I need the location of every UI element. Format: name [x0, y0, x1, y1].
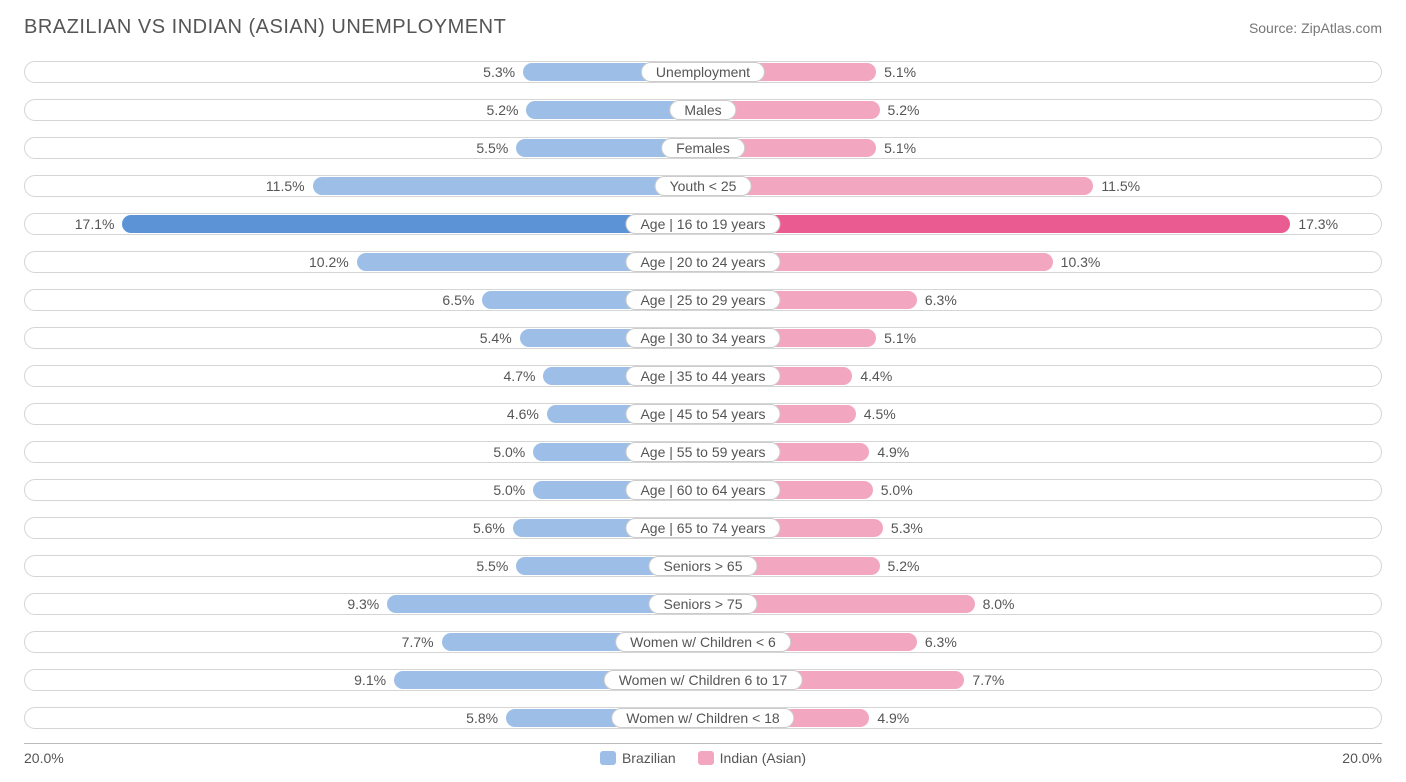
- value-left: 4.6%: [507, 406, 539, 422]
- category-label: Females: [661, 138, 745, 158]
- chart-row: 5.5% 5.1% Females: [24, 131, 1382, 165]
- value-left: 5.5%: [476, 140, 508, 156]
- category-label: Age | 35 to 44 years: [625, 366, 780, 386]
- chart-row: 5.2% 5.2% Males: [24, 93, 1382, 127]
- value-left: 9.3%: [347, 596, 379, 612]
- value-left: 4.7%: [504, 368, 536, 384]
- category-label: Age | 20 to 24 years: [625, 252, 780, 272]
- bar-right: [703, 215, 1290, 233]
- value-right: 6.3%: [925, 292, 957, 308]
- category-label: Age | 65 to 74 years: [625, 518, 780, 538]
- chart-row: 5.6% 5.3% Age | 65 to 74 years: [24, 511, 1382, 545]
- value-right: 7.7%: [972, 672, 1004, 688]
- chart-row: 11.5% 11.5% Youth < 25: [24, 169, 1382, 203]
- chart-row: 5.0% 5.0% Age | 60 to 64 years: [24, 473, 1382, 507]
- chart-row: 4.7% 4.4% Age | 35 to 44 years: [24, 359, 1382, 393]
- legend-swatch-left: [600, 751, 616, 765]
- axis-left-max: 20.0%: [24, 750, 64, 766]
- legend-item-right: Indian (Asian): [698, 750, 806, 766]
- value-right: 5.1%: [884, 140, 916, 156]
- category-label: Seniors > 65: [649, 556, 758, 576]
- value-left: 17.1%: [75, 216, 115, 232]
- value-right: 8.0%: [983, 596, 1015, 612]
- category-label: Age | 45 to 54 years: [625, 404, 780, 424]
- value-right: 17.3%: [1298, 216, 1338, 232]
- chart-axis: 20.0% Brazilian Indian (Asian) 20.0%: [24, 750, 1382, 766]
- value-left: 5.5%: [476, 558, 508, 574]
- value-left: 5.2%: [487, 102, 519, 118]
- category-label: Age | 25 to 29 years: [625, 290, 780, 310]
- value-left: 10.2%: [309, 254, 349, 270]
- chart-row: 10.2% 10.3% Age | 20 to 24 years: [24, 245, 1382, 279]
- category-label: Women w/ Children < 6: [615, 632, 791, 652]
- category-label: Unemployment: [641, 62, 765, 82]
- chart-row: 9.3% 8.0% Seniors > 75: [24, 587, 1382, 621]
- chart-legend: Brazilian Indian (Asian): [600, 750, 806, 766]
- legend-swatch-right: [698, 751, 714, 765]
- value-right: 4.9%: [877, 710, 909, 726]
- value-right: 6.3%: [925, 634, 957, 650]
- value-right: 5.1%: [884, 64, 916, 80]
- chart-title: BRAZILIAN VS INDIAN (ASIAN) UNEMPLOYMENT: [24, 16, 506, 39]
- bar-right: [703, 177, 1093, 195]
- category-label: Age | 60 to 64 years: [625, 480, 780, 500]
- value-right: 4.4%: [860, 368, 892, 384]
- value-left: 11.5%: [266, 178, 305, 194]
- value-right: 4.5%: [864, 406, 896, 422]
- legend-label-right: Indian (Asian): [720, 750, 806, 766]
- source-prefix: Source:: [1249, 20, 1297, 36]
- legend-item-left: Brazilian: [600, 750, 676, 766]
- legend-label-left: Brazilian: [622, 750, 676, 766]
- value-left: 5.3%: [483, 64, 515, 80]
- category-label: Males: [669, 100, 736, 120]
- value-right: 5.0%: [881, 482, 913, 498]
- chart-row: 4.6% 4.5% Age | 45 to 54 years: [24, 397, 1382, 431]
- value-right: 5.1%: [884, 330, 916, 346]
- category-label: Youth < 25: [655, 176, 752, 196]
- category-label: Age | 16 to 19 years: [625, 214, 780, 234]
- value-left: 5.6%: [473, 520, 505, 536]
- value-right: 10.3%: [1061, 254, 1101, 270]
- value-left: 9.1%: [354, 672, 386, 688]
- category-label: Women w/ Children 6 to 17: [604, 670, 803, 690]
- chart-row: 6.5% 6.3% Age | 25 to 29 years: [24, 283, 1382, 317]
- value-right: 4.9%: [877, 444, 909, 460]
- value-right: 5.2%: [888, 558, 920, 574]
- value-left: 5.4%: [480, 330, 512, 346]
- axis-right-max: 20.0%: [1342, 750, 1382, 766]
- value-right: 11.5%: [1101, 178, 1140, 194]
- value-left: 5.0%: [493, 482, 525, 498]
- diverging-bar-chart: 5.3% 5.1% Unemployment 5.2% 5.2% Males 5…: [24, 55, 1382, 744]
- bar-left: [313, 177, 703, 195]
- value-left: 7.7%: [402, 634, 434, 650]
- chart-row: 9.1% 7.7% Women w/ Children 6 to 17: [24, 663, 1382, 697]
- value-right: 5.3%: [891, 520, 923, 536]
- chart-row: 5.4% 5.1% Age | 30 to 34 years: [24, 321, 1382, 355]
- category-label: Age | 55 to 59 years: [625, 442, 780, 462]
- value-left: 5.8%: [466, 710, 498, 726]
- value-right: 5.2%: [888, 102, 920, 118]
- category-label: Seniors > 75: [649, 594, 758, 614]
- bar-left: [122, 215, 703, 233]
- chart-row: 17.1% 17.3% Age | 16 to 19 years: [24, 207, 1382, 241]
- chart-row: 7.7% 6.3% Women w/ Children < 6: [24, 625, 1382, 659]
- chart-source: Source: ZipAtlas.com: [1249, 20, 1382, 36]
- value-left: 6.5%: [442, 292, 474, 308]
- category-label: Women w/ Children < 18: [611, 708, 794, 728]
- category-label: Age | 30 to 34 years: [625, 328, 780, 348]
- chart-row: 5.5% 5.2% Seniors > 65: [24, 549, 1382, 583]
- value-left: 5.0%: [493, 444, 525, 460]
- chart-row: 5.8% 4.9% Women w/ Children < 18: [24, 701, 1382, 735]
- source-name: ZipAtlas.com: [1301, 20, 1382, 36]
- chart-row: 5.3% 5.1% Unemployment: [24, 55, 1382, 89]
- chart-row: 5.0% 4.9% Age | 55 to 59 years: [24, 435, 1382, 469]
- chart-header: BRAZILIAN VS INDIAN (ASIAN) UNEMPLOYMENT…: [24, 16, 1382, 39]
